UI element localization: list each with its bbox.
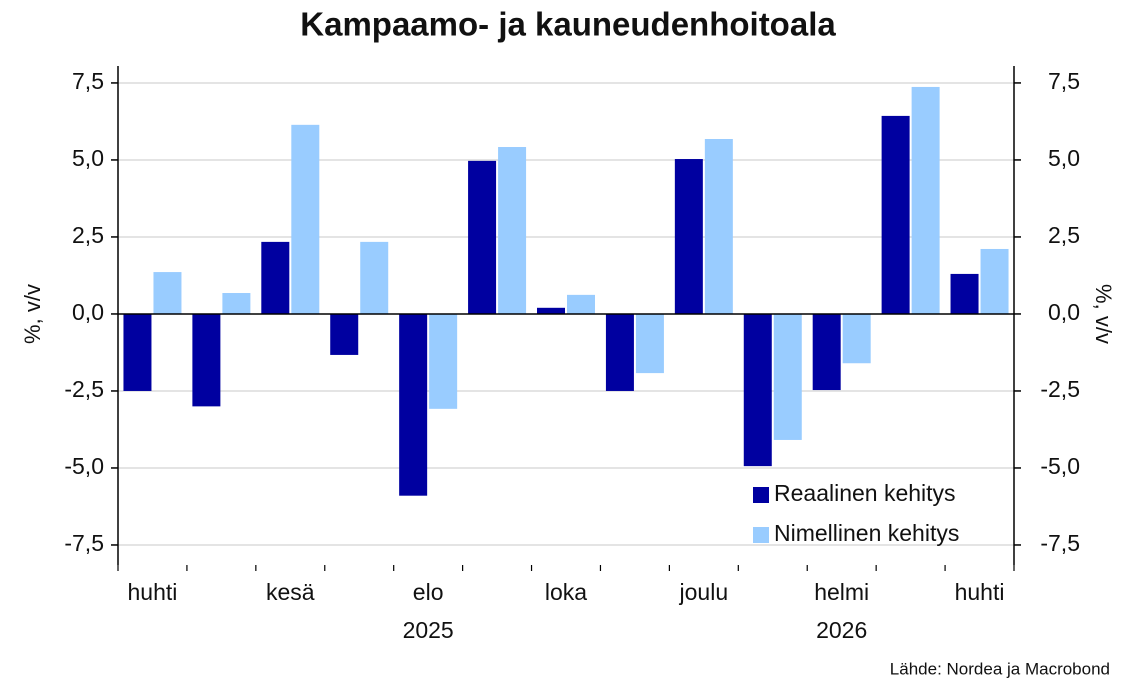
bar [980,248,1009,314]
x-tick-label: loka [545,579,587,605]
bar [812,313,841,391]
y-tick-label: 0,0 [72,299,104,325]
source: Lähde: Nordea ja Macrobond [890,659,1110,678]
x-tick-label: huhti [128,579,178,605]
y2-tick-label: -7,5 [1040,530,1080,556]
y-tick-label: -5,0 [64,453,104,479]
y-tick-label: 7,5 [72,68,104,94]
bar [743,313,772,467]
bar [360,241,389,314]
bar [911,86,940,314]
x-tick-label: joulu [679,579,729,605]
bar [429,313,458,409]
x-tick-label: helmi [814,579,869,605]
y-axis-title: %, v/v [20,284,45,344]
y-tick-label: 5,0 [72,145,104,171]
bar [468,160,497,314]
bar [291,124,320,314]
bar [330,313,359,355]
y2-tick-label: 0,0 [1048,299,1080,325]
x-tick-label: huhti [955,579,1005,605]
chart-title: Kampaamo- ja kauneudenhoitoala [300,6,836,43]
bar [950,273,979,314]
y2-tick-label: 2,5 [1048,222,1080,248]
year-label: 2025 [403,617,454,643]
y2-tick-label: -5,0 [1040,453,1080,479]
y2-tick-label: 5,0 [1048,145,1080,171]
bar [123,313,152,391]
bar [192,313,221,407]
y2-tick-label: -2,5 [1040,376,1080,402]
legend-swatch [753,527,769,543]
legend-label: Reaalinen kehitys [774,480,956,506]
bar [773,313,802,440]
bar [498,147,527,314]
bar [704,139,733,314]
bar [567,294,595,314]
legend-label: Nimellinen kehitys [774,520,959,546]
y-tick-label: -7,5 [64,530,104,556]
bar [635,313,664,374]
bar [222,293,251,314]
y-tick-label: 2,5 [72,222,104,248]
bar [399,313,428,496]
bar [153,272,182,314]
y2-axis-title: %, v/v [1091,284,1116,344]
x-tick-label: elo [413,579,444,605]
bar [842,313,871,364]
legend-swatch [753,487,769,503]
bar [881,115,910,314]
x-tick-label: kesä [266,579,315,605]
bar [674,159,703,314]
year-label: 2026 [816,617,867,643]
bar [261,241,290,314]
bar [537,307,565,314]
bar [605,313,634,391]
y2-tick-label: 7,5 [1048,68,1080,94]
y-tick-label: -2,5 [64,376,104,402]
